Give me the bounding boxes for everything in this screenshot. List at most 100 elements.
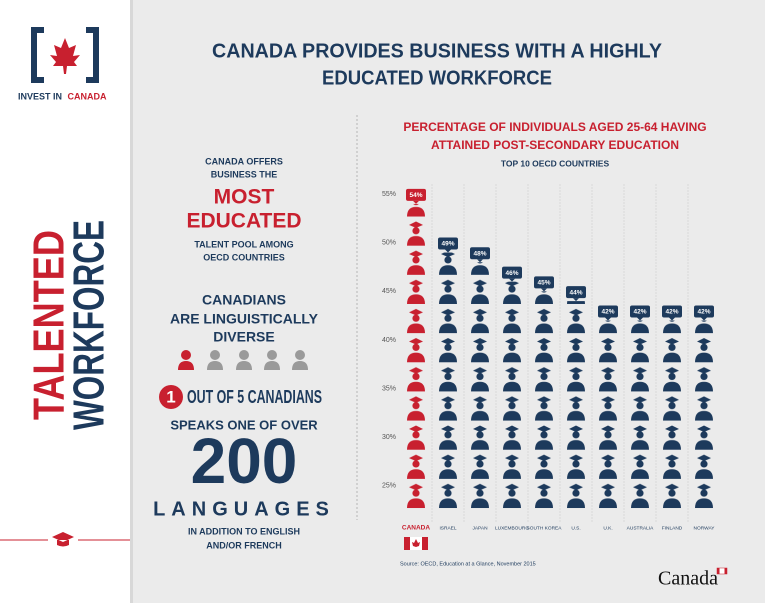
- bar: [656, 320, 688, 510]
- callout-tail: [413, 200, 419, 204]
- panel-heading: SPEAKS ONE OF OVER: [170, 417, 318, 432]
- logo: INVEST IN CANADA: [18, 27, 107, 101]
- bar: [688, 320, 720, 510]
- mini-flag-band: [717, 568, 720, 574]
- panel-text: OECD COUNTRIES: [203, 252, 285, 262]
- person-icon: [178, 350, 194, 370]
- cap-icon: [52, 532, 74, 547]
- y-tick-label: 50%: [382, 240, 396, 247]
- person-icon: [236, 350, 252, 370]
- flag-band: [422, 537, 428, 550]
- mini-flag-band: [724, 568, 727, 574]
- big-number: 200: [191, 425, 298, 497]
- brand-name: CANADA: [68, 91, 107, 101]
- person-icon: [292, 350, 308, 370]
- x-tick-label: AUSTRALIA: [627, 525, 654, 531]
- headline: CANADA PROVIDES BUSINESS WITH A HIGHLY: [212, 40, 663, 62]
- panel-text: TALENT POOL AMONG: [194, 239, 293, 249]
- value-label: 48%: [473, 250, 486, 257]
- bar: [624, 320, 656, 510]
- value-callout: [694, 305, 714, 318]
- bar: [464, 262, 496, 510]
- people-icons: [178, 350, 308, 370]
- x-tick-label: U.S.: [571, 525, 580, 531]
- callout-tail: [477, 259, 483, 263]
- callout-tail: [573, 298, 579, 302]
- panel-text: BUSINESS THE: [211, 169, 278, 179]
- flag-band: [404, 537, 410, 550]
- x-tick-label: U.K.: [603, 525, 612, 531]
- value-callout: [630, 305, 650, 318]
- logo-bracket: [31, 27, 44, 83]
- languages-word: LANGUAGES: [153, 498, 335, 520]
- value-callout: [502, 266, 522, 279]
- panel-emphasis: MOST: [214, 186, 275, 209]
- panel-text: AND/OR FRENCH: [206, 540, 282, 550]
- maple-leaf: [50, 38, 80, 74]
- languages-block: SPEAKS ONE OF OVER 200 LANGUAGES IN ADDI…: [153, 417, 335, 550]
- sidebar: [0, 0, 130, 603]
- panel-text: IN ADDITION TO ENGLISH: [188, 526, 300, 536]
- source: Source: OECD, Education at a Glance, Nov…: [400, 561, 536, 567]
- logo-bracket: [86, 27, 99, 83]
- chart-subtitle: TOP 10 OECD COUNTRIES: [501, 158, 610, 168]
- callout-tail: [701, 317, 707, 321]
- x-tick-label: SOUTH KOREA: [527, 525, 563, 531]
- value-label: 42%: [601, 309, 614, 316]
- y-tick-label: 35%: [382, 385, 396, 392]
- value-label: 46%: [505, 270, 518, 277]
- y-tick-label: 45%: [382, 288, 396, 295]
- value-callout: [534, 276, 554, 289]
- bar: [528, 291, 560, 510]
- panel-text: CANADA OFFERS: [205, 156, 283, 166]
- value-label: 42%: [697, 309, 710, 316]
- wordmark-flag: [716, 567, 728, 575]
- y-tick-label: 30%: [382, 434, 396, 441]
- sidebar-title: WORKFORCE: [65, 220, 114, 430]
- value-callout: [438, 237, 458, 250]
- bar: [400, 203, 432, 510]
- headline: EDUCATED WORKFORCE: [322, 67, 552, 89]
- ratio-number: 1: [166, 387, 175, 406]
- y-tick-label: 40%: [382, 337, 396, 344]
- x-tick-label: CANADA: [402, 525, 430, 532]
- x-tick-label: NORWAY: [694, 525, 716, 531]
- value-callout: [406, 188, 426, 201]
- value-label: 42%: [665, 309, 678, 316]
- value-label: 44%: [569, 289, 582, 296]
- flag-leaf: [412, 539, 420, 547]
- value-label: 45%: [537, 280, 550, 287]
- ratio-text: OUT OF 5 CANADIANS: [187, 387, 322, 407]
- value-label: 49%: [441, 241, 454, 248]
- value-label: 54%: [409, 192, 422, 199]
- callout-tail: [669, 317, 675, 321]
- callout-tail: [509, 278, 515, 282]
- panel-heading: DIVERSE: [213, 329, 274, 345]
- y-tick-label: 55%: [382, 191, 396, 198]
- bar: [560, 301, 592, 510]
- value-callout: [566, 286, 586, 299]
- person-icon: [207, 350, 223, 370]
- value-callout: [598, 305, 618, 318]
- ratio-badge: [159, 385, 183, 409]
- callout-tail: [605, 317, 611, 321]
- panel-heading: CANADIANS: [202, 292, 286, 308]
- left-panel: CANADA OFFERS BUSINESS THE MOST EDUCATED…: [170, 156, 319, 344]
- sidebar-title: TALENTED: [25, 230, 74, 420]
- brand-prefix: INVEST IN: [18, 91, 62, 101]
- panel-emphasis: EDUCATED: [186, 210, 301, 233]
- value-callout: [662, 305, 682, 318]
- x-tick-label: ISRAEL: [439, 525, 456, 531]
- bar: [432, 252, 464, 510]
- y-tick-label: 25%: [382, 483, 396, 490]
- callout-tail: [445, 249, 451, 253]
- person-icon: [264, 350, 280, 370]
- chart-title: ATTAINED POST-SECONDARY EDUCATION: [431, 138, 679, 152]
- panel-heading: ARE LINGUISTICALLY: [170, 311, 319, 327]
- bar: [592, 320, 624, 510]
- value-label: 42%: [633, 309, 646, 316]
- bar: [496, 281, 528, 510]
- x-tick-label: FINLAND: [662, 525, 683, 531]
